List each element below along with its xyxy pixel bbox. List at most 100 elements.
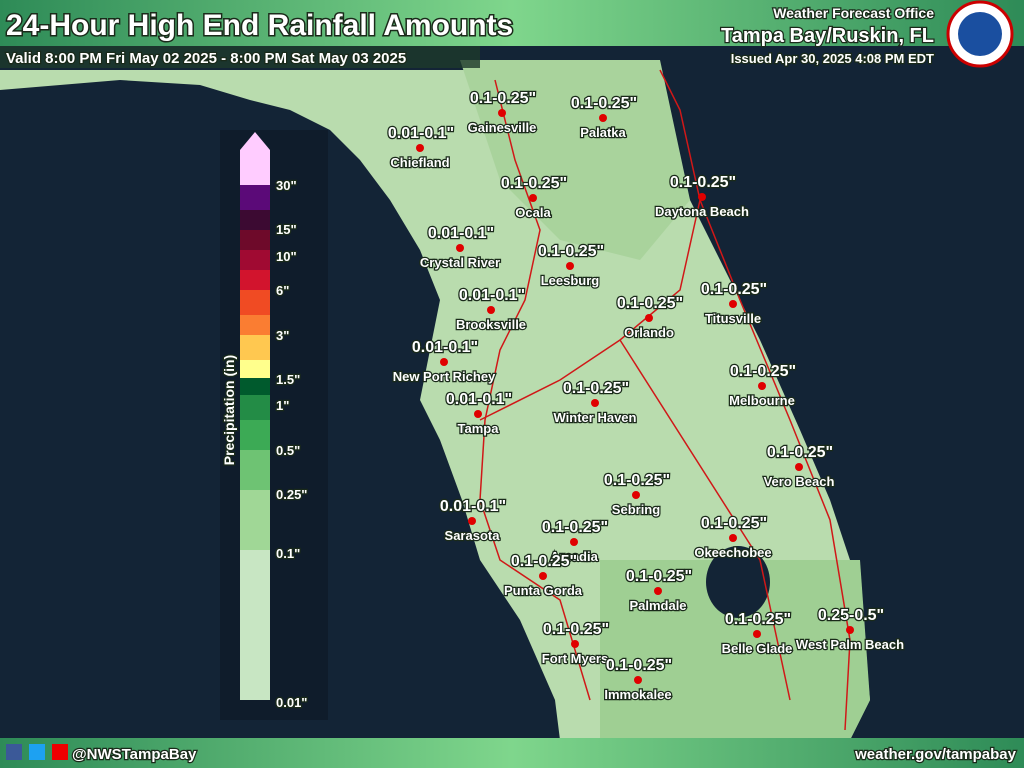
city-dot bbox=[570, 538, 578, 546]
city-dot bbox=[729, 534, 737, 542]
rainfall-amount: 0.1-0.25" bbox=[571, 95, 637, 112]
city-name: Orlando bbox=[624, 325, 674, 340]
city-name: Belle Glade bbox=[722, 641, 793, 656]
legend-label: 30" bbox=[276, 178, 297, 193]
city-dot bbox=[566, 262, 574, 270]
city-name: Immokalee bbox=[604, 687, 671, 702]
office: Weather Forecast Office bbox=[773, 5, 934, 21]
city-name: Gainesville bbox=[468, 120, 537, 135]
city-name: Tampa bbox=[458, 421, 500, 436]
city-name: Arcadia bbox=[550, 549, 598, 564]
footer-bar bbox=[0, 738, 1024, 768]
city-name: Melbourne bbox=[729, 393, 795, 408]
city-dot bbox=[440, 358, 448, 366]
location: Tampa Bay/Ruskin, FL bbox=[721, 25, 934, 47]
city-dot bbox=[529, 194, 537, 202]
rainfall-amount: 0.01-0.1" bbox=[428, 225, 494, 242]
legend-label: 15" bbox=[276, 222, 297, 237]
city-dot bbox=[654, 587, 662, 595]
city-dot bbox=[474, 410, 482, 418]
city-dot bbox=[634, 676, 642, 684]
rainfall-amount: 0.1-0.25" bbox=[470, 90, 536, 107]
city-dot bbox=[698, 193, 706, 201]
city-name: Okeechobee bbox=[694, 545, 771, 560]
rainfall-amount: 0.1-0.25" bbox=[626, 568, 692, 585]
city-dot bbox=[591, 399, 599, 407]
facebook-icon[interactable] bbox=[6, 744, 22, 760]
city-name: Palatka bbox=[580, 125, 626, 140]
rainfall-amount: 0.01-0.1" bbox=[459, 287, 525, 304]
legend-label: 3" bbox=[276, 328, 289, 343]
rainfall-amount: 0.1-0.25" bbox=[542, 519, 608, 536]
legend-title: Precipitation (in) bbox=[221, 355, 237, 465]
city-dot bbox=[645, 314, 653, 322]
city-name: Leesburg bbox=[541, 273, 600, 288]
city-name: Titusville bbox=[705, 311, 761, 326]
city-dot bbox=[416, 144, 424, 152]
legend-label: 1" bbox=[276, 398, 289, 413]
rainfall-amount: 0.1-0.25" bbox=[606, 657, 672, 674]
city-dot bbox=[539, 572, 547, 580]
city-name: Daytona Beach bbox=[655, 204, 749, 219]
rainfall-amount: 0.1-0.25" bbox=[538, 243, 604, 260]
city-name: Punta Gorda bbox=[504, 583, 583, 598]
rainfall-amount: 0.1-0.25" bbox=[701, 515, 767, 532]
title: 24-Hour High End Rainfall Amounts bbox=[6, 9, 513, 42]
legend-label: 0.5" bbox=[276, 443, 300, 458]
city-name: Winter Haven bbox=[554, 410, 637, 425]
issued: Issued Apr 30, 2025 4:08 PM EDT bbox=[731, 51, 934, 66]
highways bbox=[479, 69, 851, 731]
rainfall-amount: 0.1-0.25" bbox=[730, 363, 796, 380]
city-name: Sebring bbox=[612, 502, 660, 517]
city-name: Chiefland bbox=[390, 155, 449, 170]
city-dot bbox=[632, 491, 640, 499]
valid-time: Valid 8:00 PM Fri May 02 2025 - 8:00 PM … bbox=[6, 50, 406, 67]
city-name: Fort Myers bbox=[542, 651, 608, 666]
legend-label: 0.1" bbox=[276, 546, 300, 561]
city-name: New Port Richey bbox=[393, 369, 496, 384]
city-dot bbox=[753, 630, 761, 638]
legend-label: 0.01" bbox=[276, 695, 307, 710]
city-name: West Palm Beach bbox=[796, 637, 904, 652]
legend-label: 0.25" bbox=[276, 487, 307, 502]
lake-okeechobee bbox=[706, 546, 770, 618]
website[interactable]: weather.gov/tampabay bbox=[853, 745, 1018, 765]
valid-bar bbox=[0, 46, 480, 68]
rainfall-amount: 0.1-0.25" bbox=[617, 295, 683, 312]
legend-label: 10" bbox=[276, 249, 297, 264]
city-name: Vero Beach bbox=[764, 474, 835, 489]
rainfall-amount: 0.1-0.25" bbox=[501, 175, 567, 192]
legend-label: 1.5" bbox=[276, 372, 300, 387]
rainfall-amount: 0.1-0.25" bbox=[670, 174, 736, 191]
city-dot bbox=[468, 517, 476, 525]
nws-logo-inner bbox=[958, 12, 1002, 56]
rainfall-amount: 0.01-0.1" bbox=[388, 125, 454, 142]
legend-colors bbox=[240, 132, 270, 700]
city-dot bbox=[729, 300, 737, 308]
city-dot bbox=[456, 244, 464, 252]
city-dot bbox=[795, 463, 803, 471]
city-name: Sarasota bbox=[445, 528, 501, 543]
city-dot bbox=[599, 114, 607, 122]
city-name: Ocala bbox=[515, 205, 551, 220]
rainfall-amount: 0.01-0.1" bbox=[446, 391, 512, 408]
city-dot bbox=[846, 626, 854, 634]
rainfall-amount: 0.1-0.25" bbox=[543, 621, 609, 638]
city-name: Crystal River bbox=[420, 255, 500, 270]
city-dot bbox=[571, 640, 579, 648]
rainfall-amount: 0.01-0.1" bbox=[440, 498, 506, 515]
rainfall-amount: 0.1-0.25" bbox=[563, 380, 629, 397]
rainfall-amount: 0.1-0.25" bbox=[701, 281, 767, 298]
city-name: Brooksville bbox=[456, 317, 526, 332]
rainfall-amount: 0.1-0.25" bbox=[725, 611, 791, 628]
city-dot bbox=[487, 306, 495, 314]
legend-panel bbox=[220, 130, 328, 720]
legend-label: 6" bbox=[276, 283, 289, 298]
youtube-icon[interactable] bbox=[52, 744, 68, 760]
social-handle[interactable]: @NWSTampaBay bbox=[71, 745, 199, 765]
rainfall-amount: 0.25-0.5" bbox=[818, 607, 884, 624]
rainfall-amount: 0.01-0.1" bbox=[412, 339, 478, 356]
rainfall-amount: 0.1-0.25" bbox=[604, 472, 670, 489]
twitter-icon[interactable] bbox=[29, 744, 45, 760]
